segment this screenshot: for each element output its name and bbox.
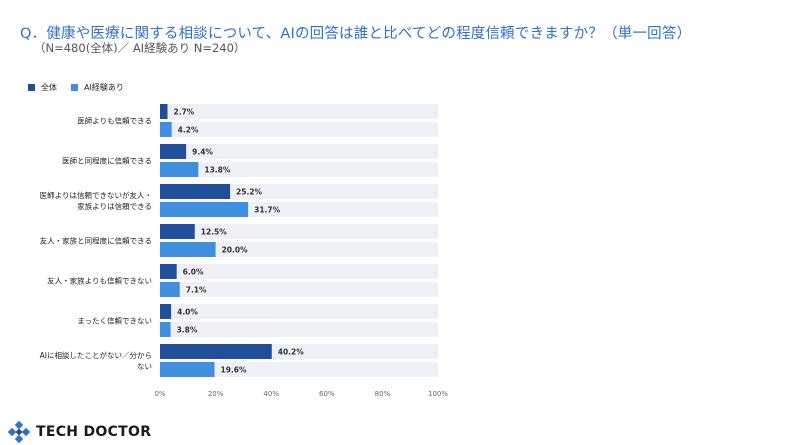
data-label: 20.0% <box>222 246 249 255</box>
bar-background <box>160 242 438 257</box>
data-label: 7.1% <box>186 286 207 295</box>
bar-ai <box>160 202 249 217</box>
category-label: まったく信頼できない <box>77 316 152 326</box>
data-label: 2.7% <box>174 108 195 117</box>
category-label: 友人・家族と同程度に信頼できる <box>40 236 152 246</box>
brand-name: TECH DOCTOR <box>36 424 152 440</box>
legend-swatch-ai <box>71 84 78 91</box>
bar-ai <box>160 122 172 137</box>
question-title: Q．健康や医療に関する相談について、AIの回答は誰と比べてどの程度信頼できますか… <box>20 26 692 42</box>
bar-ai <box>160 162 199 177</box>
bar-all <box>160 104 168 119</box>
bar-all <box>160 344 272 359</box>
x-tick-label: 60% <box>319 390 335 398</box>
x-tick-label: 80% <box>375 390 391 398</box>
data-label: 4.2% <box>178 126 199 135</box>
x-tick-label: 100% <box>428 390 448 398</box>
data-label: 4.0% <box>177 308 198 317</box>
bar-background <box>160 264 438 279</box>
category-label: 医師よりも信頼できる <box>77 116 152 126</box>
data-label: 31.7% <box>254 206 281 215</box>
bar-background <box>160 362 438 377</box>
bar-all <box>160 224 195 239</box>
data-label: 25.2% <box>236 188 263 197</box>
legend-label-all: 全体 <box>41 83 57 92</box>
bar-background <box>160 144 438 159</box>
bar-all <box>160 264 177 279</box>
bar-background <box>160 104 438 119</box>
x-tick-label: 40% <box>263 390 279 398</box>
bar-ai <box>160 322 171 337</box>
category-label: AIに相談したことがない／分からない <box>40 350 152 371</box>
bar-background <box>160 304 438 319</box>
data-label: 12.5% <box>201 228 228 237</box>
data-label: 13.8% <box>204 166 231 175</box>
bar-ai <box>160 362 215 377</box>
sample-size-subtitle: （N=480(全体)／ AI経験あり N=240） <box>34 41 246 55</box>
brand-logo: TECH DOCTOR <box>8 421 151 443</box>
x-tick-label: 20% <box>208 390 224 398</box>
legend-label-ai: AI経験あり <box>84 83 124 92</box>
category-label: 友人・家族よりも信頼できない <box>47 276 152 286</box>
bar-ai <box>160 282 180 297</box>
data-label: 3.8% <box>177 326 198 335</box>
bar-all <box>160 304 172 319</box>
bar-background <box>160 162 438 177</box>
category-label: 医師と同程度に信頼できる <box>62 156 152 166</box>
bar-background <box>160 282 438 297</box>
tech-doctor-logo-icon <box>8 421 30 443</box>
data-label: 40.2% <box>278 348 305 357</box>
category-label: 医師よりは信頼できないが友人・家族よりは信頼できる <box>40 190 152 211</box>
bar-background <box>160 322 438 337</box>
data-label: 9.4% <box>192 148 213 157</box>
data-label: 6.0% <box>183 268 204 277</box>
bar-background <box>160 122 438 137</box>
x-tick-label: 0% <box>154 390 165 398</box>
legend-swatch-all <box>28 84 35 91</box>
legend-item-ai: AI経験あり <box>71 82 124 93</box>
data-label: 19.6% <box>220 366 247 375</box>
bar-all <box>160 184 231 199</box>
bar-all <box>160 144 187 159</box>
legend: 全体 AI経験あり <box>28 82 124 93</box>
bar-background <box>160 224 438 239</box>
bar-ai <box>160 242 216 257</box>
legend-item-all: 全体 <box>28 82 57 93</box>
